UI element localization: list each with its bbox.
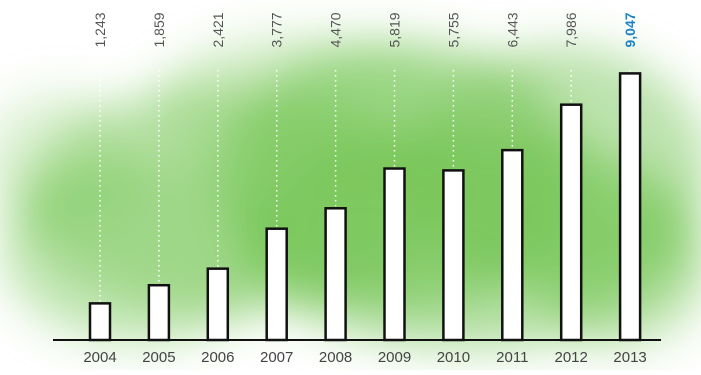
x-tick-label: 2013 bbox=[613, 349, 646, 366]
value-label: 1,859 bbox=[151, 12, 167, 47]
value-label: 2,421 bbox=[210, 12, 226, 47]
x-tick-label: 2006 bbox=[201, 349, 234, 366]
bar bbox=[324, 207, 347, 342]
bar bbox=[88, 302, 112, 342]
x-tick-label: 2011 bbox=[496, 349, 528, 366]
bar bbox=[383, 167, 406, 342]
x-tick-label: 2004 bbox=[83, 349, 116, 366]
x-tick-labels: 2004 2005 2006 2007 2008 2009 2010 2011 2012 2013 bbox=[83, 349, 646, 366]
bars bbox=[88, 72, 642, 342]
bar bbox=[265, 227, 288, 342]
value-label: 6,443 bbox=[504, 12, 520, 47]
bar bbox=[206, 267, 230, 342]
bar bbox=[147, 283, 171, 342]
value-label: 5,755 bbox=[445, 12, 461, 47]
x-tick-label: 2009 bbox=[378, 349, 411, 366]
value-label: 5,819 bbox=[387, 12, 403, 47]
dotted-leaders bbox=[99, 70, 631, 302]
value-labels: 1,243 1,859 2,421 3,777 4,470 5,819 5,755 6,443… bbox=[92, 12, 638, 47]
value-label: 4,470 bbox=[328, 12, 344, 47]
value-label: 1,243 bbox=[92, 12, 108, 47]
x-tick-label: 2008 bbox=[319, 349, 352, 366]
bar bbox=[618, 72, 642, 342]
value-label: 7,986 bbox=[563, 12, 579, 47]
x-tick-label: 2007 bbox=[260, 349, 293, 366]
x-tick-label: 2010 bbox=[437, 349, 470, 366]
bar bbox=[559, 103, 583, 342]
x-tick-label: 2012 bbox=[555, 349, 588, 366]
value-label: 3,777 bbox=[269, 12, 285, 47]
bar bbox=[442, 169, 465, 342]
x-tick-label: 2005 bbox=[142, 349, 175, 366]
bar bbox=[501, 148, 524, 342]
value-label: 9,047 bbox=[622, 12, 638, 47]
